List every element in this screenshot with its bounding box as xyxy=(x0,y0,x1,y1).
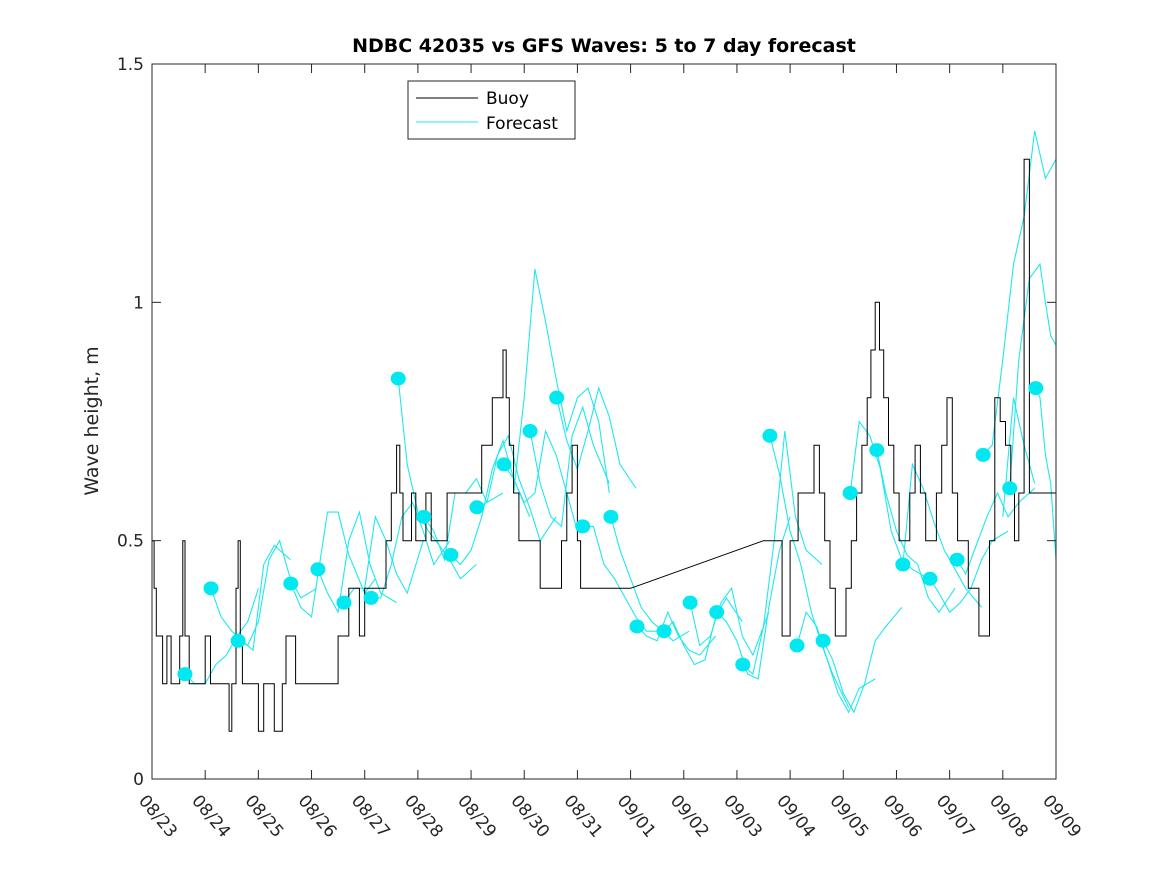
forecast-point xyxy=(603,509,619,524)
forecast-point xyxy=(390,371,406,386)
forecast-line xyxy=(716,516,791,680)
forecast-line xyxy=(1009,262,1056,489)
forecast-point xyxy=(575,519,591,534)
forecast-line xyxy=(503,429,578,532)
forecast-point xyxy=(203,581,219,596)
forecast-point xyxy=(735,657,751,672)
forecast-point xyxy=(949,552,965,567)
chart-title: NDBC 42035 vs GFS Waves: 5 to 7 day fore… xyxy=(352,35,856,57)
buoy-line xyxy=(152,158,1056,732)
forecast-line xyxy=(956,487,1036,576)
forecast-line xyxy=(689,587,770,657)
forecast-line xyxy=(663,596,743,666)
forecast-point xyxy=(522,424,538,439)
forecast-line xyxy=(822,607,903,714)
forecast-line xyxy=(876,449,956,614)
forecast-point xyxy=(336,595,352,610)
forecast-point xyxy=(1002,481,1018,496)
forecast-point xyxy=(230,633,246,648)
forecast-line xyxy=(742,430,823,676)
forecast-point xyxy=(895,557,911,572)
legend-buoy-label: Buoy xyxy=(486,89,529,109)
forecast-line xyxy=(529,405,610,528)
buoy-series xyxy=(152,158,1056,732)
forecast-point xyxy=(549,390,565,405)
forecast-point xyxy=(1028,381,1044,396)
forecast-point xyxy=(869,443,885,458)
forecast-point xyxy=(416,509,432,524)
forecast-point xyxy=(975,447,991,462)
forecast-line xyxy=(513,268,610,494)
forecast-point xyxy=(815,633,831,648)
forecast-line xyxy=(237,539,318,647)
forecast-point xyxy=(496,457,512,472)
plot-area xyxy=(152,64,1056,779)
forecast-point xyxy=(283,576,299,591)
legend-forecast-label: Forecast xyxy=(486,114,558,134)
y-tick-label: 0 xyxy=(133,770,144,790)
forecast-line xyxy=(371,501,451,599)
forecast-line xyxy=(290,511,376,618)
forecast-point xyxy=(709,605,725,620)
forecast-point xyxy=(842,486,858,500)
forecast-line xyxy=(450,438,531,566)
forecast-point xyxy=(469,500,485,515)
forecast-point xyxy=(789,638,805,653)
forecast-start-markers xyxy=(177,371,1044,682)
forecast-point xyxy=(177,667,193,682)
forecast-line xyxy=(610,516,690,642)
y-tick-label: 1.5 xyxy=(117,55,144,75)
forecast-point xyxy=(310,562,326,577)
forecast-line xyxy=(397,378,477,580)
y-tick-label: 1 xyxy=(133,293,144,313)
y-axis: 0 0.5 1 1.5 xyxy=(117,55,1056,790)
forecast-point xyxy=(922,571,938,586)
legend: Buoy Forecast xyxy=(407,80,576,140)
forecast-point xyxy=(682,595,698,610)
forecast-point xyxy=(656,624,672,639)
forecast-line xyxy=(796,610,876,714)
forecast-line xyxy=(849,420,929,580)
forecast-point xyxy=(443,547,459,562)
forecast-line xyxy=(982,130,1056,456)
forecast-line xyxy=(556,386,637,489)
y-tick-label: 0.5 xyxy=(117,532,144,552)
forecast-line xyxy=(902,462,983,608)
forecast-line xyxy=(929,530,1009,614)
legend-box xyxy=(407,80,576,140)
axes-box xyxy=(151,63,1057,780)
forecast-line xyxy=(636,610,717,656)
forecast-point xyxy=(762,428,778,443)
y-axis-label: Wave height, m xyxy=(81,346,103,495)
forecast-point xyxy=(363,590,379,605)
forecast-point xyxy=(629,619,645,634)
